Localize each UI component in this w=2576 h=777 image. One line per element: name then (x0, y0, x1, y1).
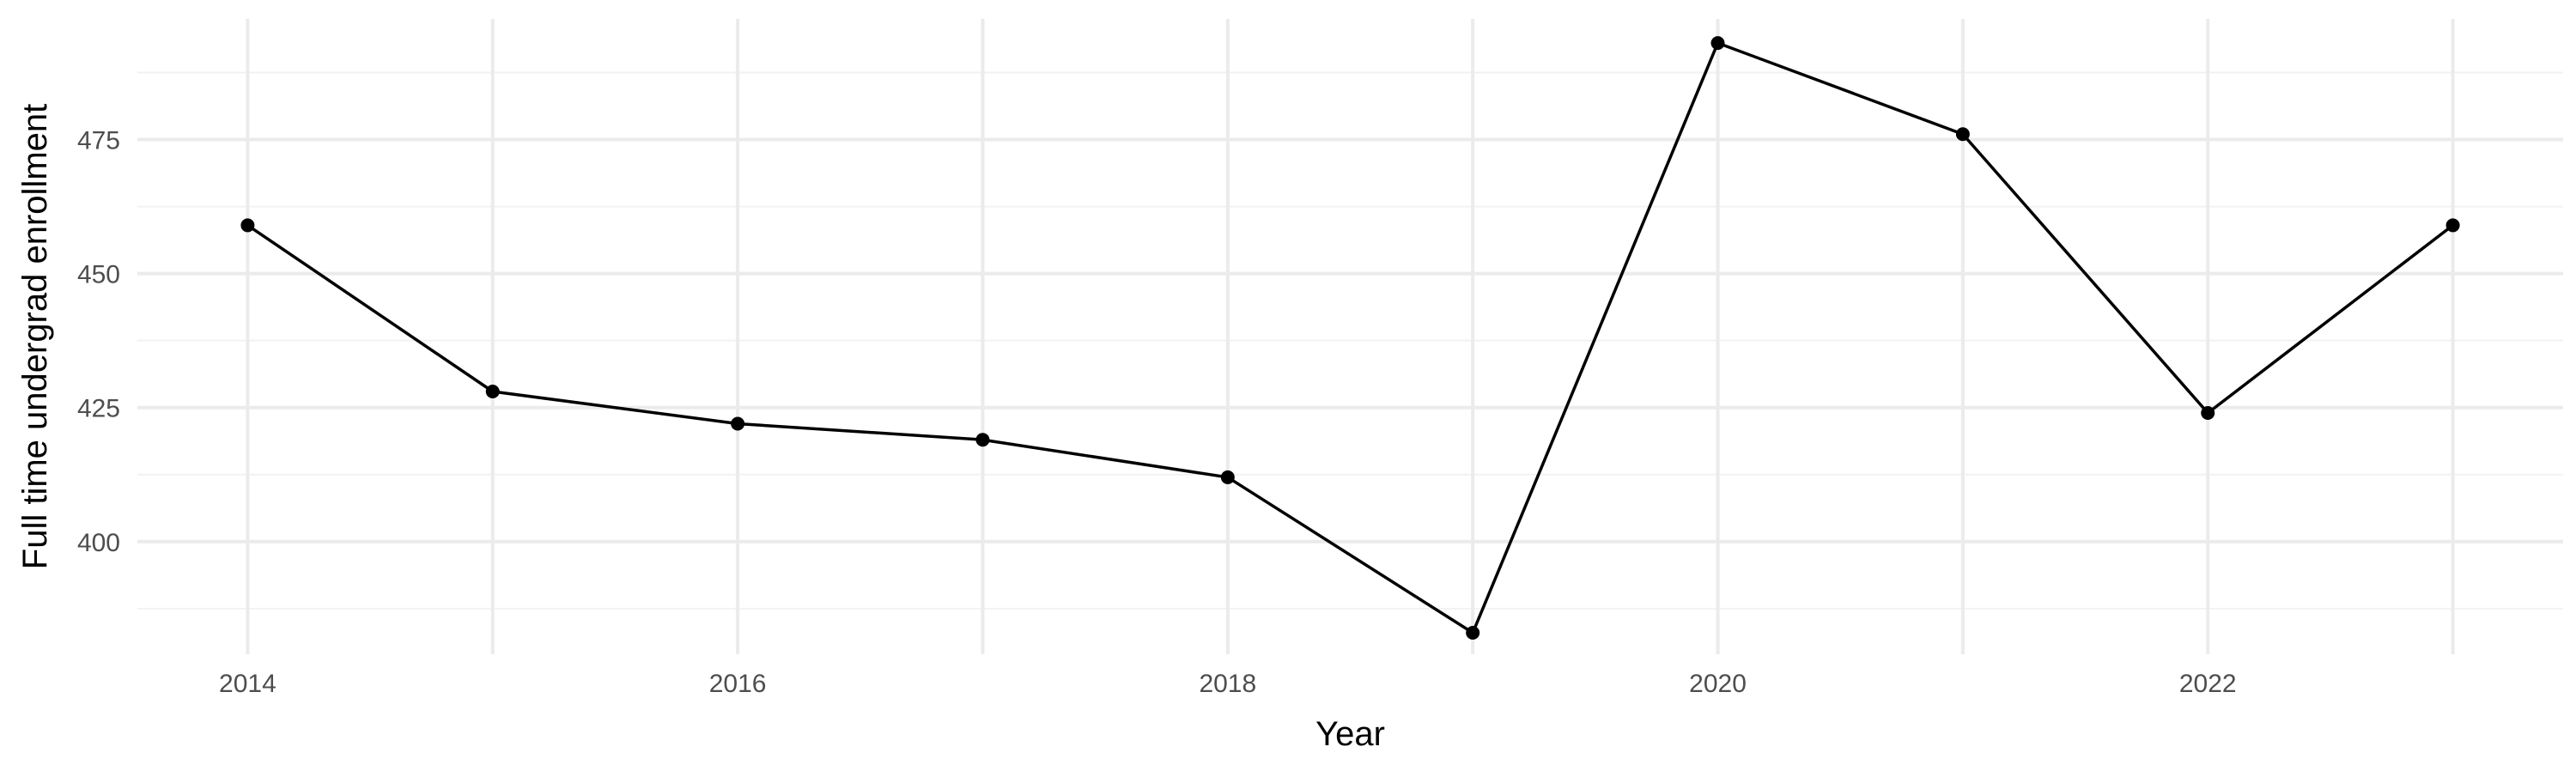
major-gridlines (137, 19, 2563, 654)
series-line (246, 41, 2454, 634)
x-tick-label: 2014 (219, 670, 276, 698)
y-tick-label: 450 (77, 261, 120, 289)
minor-gridlines (137, 19, 2563, 654)
data-point (2201, 405, 2215, 420)
data-point (1466, 626, 1480, 640)
x-tick-label: 2022 (2179, 670, 2237, 698)
x-tick-label: 2016 (709, 670, 767, 698)
tick-labels: 2014 2016 2018 2020 2022 400 425 450 475 (77, 127, 2237, 698)
y-tick-label: 425 (77, 395, 120, 423)
data-point (1220, 470, 1235, 484)
y-tick-label: 400 (77, 529, 120, 557)
data-point (2445, 218, 2460, 233)
x-tick-label: 2018 (1199, 670, 1256, 698)
data-point (1955, 127, 1970, 142)
data-point (1710, 36, 1725, 51)
x-axis-title: Year (1315, 715, 1385, 753)
y-tick-label: 475 (77, 127, 120, 155)
data-point (485, 385, 500, 399)
series-layer (240, 36, 2460, 640)
data-point (731, 416, 745, 431)
y-axis-title: Full time undergrad enrollment (16, 104, 54, 569)
data-point (975, 433, 990, 447)
x-tick-label: 2020 (1689, 670, 1747, 698)
data-point (240, 218, 255, 233)
